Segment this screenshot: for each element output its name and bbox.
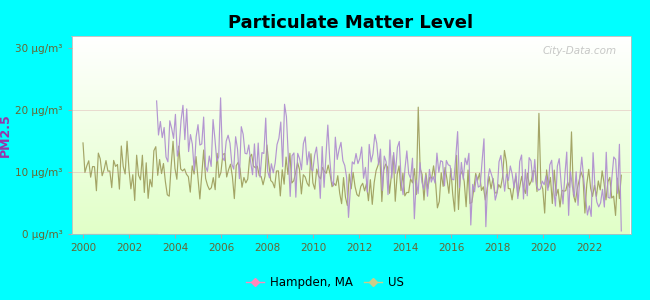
Y-axis label: PM2.5: PM2.5 — [0, 113, 12, 157]
Title: Particulate Matter Level: Particulate Matter Level — [228, 14, 474, 32]
Legend: Hampden, MA, US: Hampden, MA, US — [241, 272, 409, 294]
Text: City-Data.com: City-Data.com — [542, 46, 616, 56]
